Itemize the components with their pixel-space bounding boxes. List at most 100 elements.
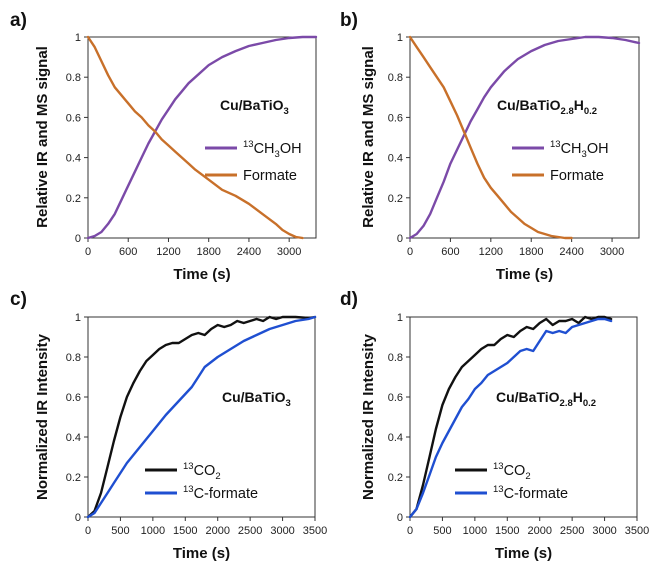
x-tick-label: 2500 [560, 525, 584, 537]
panel-label: a) [10, 10, 27, 31]
y-tick-label: 0 [397, 512, 403, 524]
x-tick-label: 600 [119, 246, 137, 258]
y-tick-label: 0 [75, 233, 81, 245]
panel-label: c) [10, 289, 27, 310]
panel-a: a) 0 0.2 0.4 0.6 0.8 1 0 600 1200 1800 2400 3000 Time… [10, 10, 318, 283]
x-tick-label: 3000 [277, 246, 301, 258]
legend: 13CH3OH Formate [205, 139, 302, 184]
legend-subscript: 3 [275, 149, 280, 160]
catalyst-annotation: Cu/BaTiO2.8H0.2 [497, 97, 597, 117]
x-axis-title: Time (s) [173, 545, 230, 562]
x-tick-label: 1800 [196, 246, 220, 258]
y-tick-label: 0.4 [66, 432, 81, 444]
y-tick-label: 0.2 [66, 193, 81, 205]
y-tick-label: 1 [397, 32, 403, 44]
y-axis-title: Normalized IR Intensity [360, 333, 377, 500]
y-tick-label: 0.6 [388, 392, 403, 404]
y-tick-label: 0.6 [66, 112, 81, 124]
legend-main: Formate [550, 168, 604, 184]
annotation-sub: 2.8 [561, 106, 574, 117]
legend-main: C-formate [504, 486, 568, 502]
y-tick-label: 0.8 [66, 352, 81, 364]
legend-superscript: 13 [183, 484, 194, 495]
x-tick-label: 1500 [495, 525, 519, 537]
annotation-sub: 2.8 [560, 398, 573, 409]
legend-superscript: 13 [243, 139, 254, 150]
x-tick-label: 1000 [463, 525, 487, 537]
y-tick-label: 0.4 [388, 432, 403, 444]
panel-label: d) [340, 289, 358, 310]
legend-main: CO [504, 463, 526, 479]
annotation-main: Cu/BaTiO [496, 389, 560, 405]
y-tick-label: 0.8 [66, 72, 81, 84]
series-line-13co2 [408, 315, 613, 519]
y-tick-label: 0.4 [388, 153, 403, 165]
x-tick-label: 500 [433, 525, 451, 537]
legend-label: 13CO2 [183, 461, 221, 482]
x-tick-label: 2000 [205, 525, 229, 537]
x-tick-label: 0 [407, 246, 413, 258]
annotation-mid: H [574, 97, 584, 113]
legend-superscript: 13 [550, 139, 561, 150]
series-line-13c-formate [86, 315, 317, 519]
x-axis-title: Time (s) [496, 266, 553, 283]
plot-frame [87, 316, 316, 518]
x-tick-label: 2400 [559, 246, 583, 258]
legend-label: 13CH3OH [550, 139, 609, 160]
x-tick-label: 0 [85, 525, 91, 537]
annotation-sub: 3 [284, 106, 289, 117]
legend-label: 13C-formate [493, 484, 568, 502]
legend-subscript: 3 [582, 149, 587, 160]
annotation-sub: 0.2 [584, 106, 597, 117]
series-line-formate [86, 35, 304, 240]
x-tick-label: 2400 [237, 246, 261, 258]
x-tick-label: 500 [111, 525, 129, 537]
panel-label: b) [340, 10, 358, 31]
y-tick-label: 0 [397, 233, 403, 245]
x-tick-label: 1200 [156, 246, 180, 258]
y-axis-title: Relative IR and MS signal [34, 46, 51, 228]
catalyst-annotation: Cu/BaTiO3 [222, 389, 291, 409]
annotation-main: Cu/BaTiO [222, 389, 286, 405]
legend: 13CO2 13C-formate [145, 461, 258, 502]
x-tick-label: 2000 [527, 525, 551, 537]
x-tick-label: 1200 [479, 246, 503, 258]
y-tick-label: 0.6 [66, 392, 81, 404]
x-tick-label: 0 [85, 246, 91, 258]
legend-label: 13C-formate [183, 484, 258, 502]
series-line-ch3oh [86, 35, 318, 240]
panel-c: c) 0 0.2 0.4 0.6 0.8 1 0 500 1000 1500 2000 2500 3000… [10, 289, 327, 562]
y-tick-label: 0.2 [66, 472, 81, 484]
x-tick-label: 0 [407, 525, 413, 537]
series-line-13c-formate [408, 317, 613, 519]
plot-frame [409, 36, 640, 239]
y-tick-label: 1 [75, 32, 81, 44]
x-tick-label: 1000 [141, 525, 165, 537]
x-axis-title: Time (s) [173, 266, 230, 283]
legend-post: OH [587, 141, 609, 157]
y-tick-label: 1 [397, 312, 403, 324]
legend-label: 13CH3OH [243, 139, 302, 160]
legend-label: Formate [550, 168, 604, 184]
legend-post: OH [280, 141, 302, 157]
y-tick-label: 0.4 [66, 153, 81, 165]
annotation-main: Cu/BaTiO [497, 97, 561, 113]
x-tick-label: 1500 [173, 525, 197, 537]
y-tick-label: 1 [75, 312, 81, 324]
legend-label: 13CO2 [493, 461, 531, 482]
legend-superscript: 13 [183, 461, 194, 472]
x-tick-label: 1800 [519, 246, 543, 258]
legend-subscript: 2 [525, 471, 530, 482]
x-tick-label: 3000 [600, 246, 624, 258]
x-tick-label: 3500 [625, 525, 649, 537]
y-tick-label: 0.2 [388, 193, 403, 205]
y-axis-title: Relative IR and MS signal [360, 46, 377, 228]
y-tick-label: 0.2 [388, 472, 403, 484]
legend-label: Formate [243, 168, 297, 184]
series-line-13co2 [86, 315, 317, 519]
legend-main: Formate [243, 168, 297, 184]
annotation-sub: 0.2 [583, 398, 596, 409]
legend-superscript: 13 [493, 461, 504, 472]
